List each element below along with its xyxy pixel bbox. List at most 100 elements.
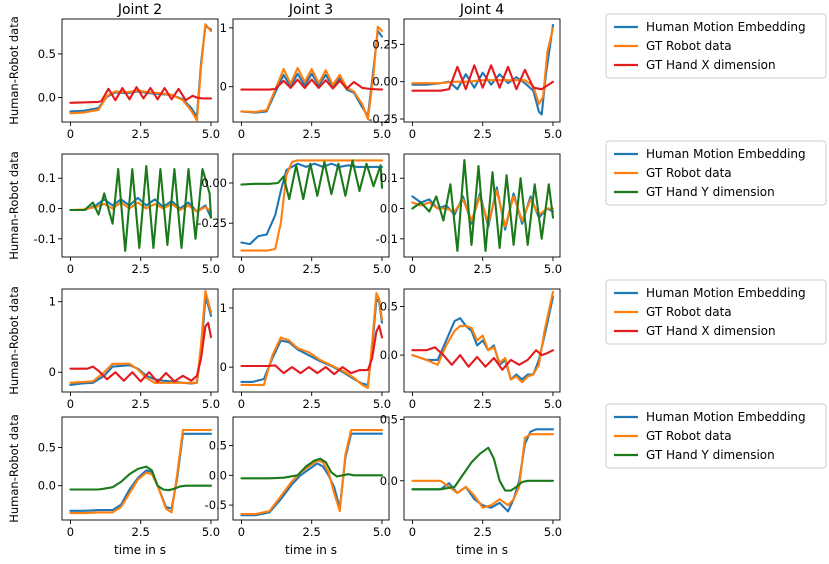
panel-r3-c3-ytick-label: 0.0 (380, 348, 398, 362)
panel-r1-c2-xtick-label: 2.5 (303, 127, 321, 141)
panel-r1-c1-title: Joint 2 (117, 2, 162, 18)
legend-row-2: Human Motion Embedding GT Robot data GT Ha… (606, 141, 826, 205)
panel-r1-c3-ytick-label: 0.25 (372, 37, 398, 51)
panel-r1-c1-xtick-label: 5.0 (202, 127, 220, 141)
panel-r4-c1-xtick-label: 2.5 (132, 525, 150, 539)
panel-r1-c3-xtick-label: 2.5 (474, 127, 492, 141)
panel-r1-c1-ylabel: Human-Robot data (7, 16, 21, 125)
panel-r3-c1-ytick-label: 1 (49, 295, 56, 309)
panel-r2-c3-xtick-label: 5.0 (544, 262, 562, 276)
panel-r2-c3-xtick-label: 0 (409, 262, 416, 276)
legend-row-4-label: Human Motion Embedding (646, 410, 806, 424)
panel-r3-c2: 0 2.5 5.0 0 1 (220, 289, 391, 411)
panel-r1-c1-ytick-label: 0.0 (38, 91, 56, 105)
legend-row-4-label: GT Hand Y dimension (646, 448, 775, 462)
panel-r4-c3-xtick-label: 2.5 (474, 525, 492, 539)
panel-r4-c1-ytick-label: 0.5 (38, 441, 56, 455)
panel-r3-c2-xtick-label: 5.0 (373, 397, 391, 411)
panel-r2-c2-xtick-label: 2.5 (303, 262, 321, 276)
panel-r2-c3-ytick-label: 0.0 (380, 202, 398, 216)
legend-row-4: Human Motion Embedding GT Robot data GT Ha… (606, 404, 826, 468)
panel-r1-c3-xtick-label: 5.0 (544, 127, 562, 141)
panel-r3-c1-ylabel: Human-Robot data (7, 286, 21, 395)
panel-r4-c2-xlabel: time in s (285, 543, 337, 557)
panel-r4-c2-ytick-label: 0.0 (209, 468, 227, 482)
panel-r2-c2-ytick-label: -0.25 (197, 216, 227, 230)
panel-r4-c3-ytick-label: 0.5 (380, 412, 398, 426)
legend-row-2-label: GT Robot data (646, 166, 732, 180)
panel-r1-c3-ytick-label: 0.00 (372, 75, 398, 89)
legend-row-1-label: Human Motion Embedding (646, 20, 806, 34)
legend-row-1-label: GT Robot data (646, 39, 732, 53)
panel-r1-c2-title: Joint 3 (288, 2, 333, 18)
panel-r2-c3-ytick-label: 0.1 (380, 171, 398, 185)
panel-r2-c2: 0 2.5 5.0 -0.25 0.00 (197, 154, 391, 276)
panel-r2-c1-ytick-label: 0.1 (38, 171, 56, 185)
panel-r4-c1-xlabel: time in s (114, 543, 166, 557)
panel-r1-c3-xtick-label: 0 (409, 127, 416, 141)
panel-r4-c1-ytick-label: 0.0 (38, 479, 56, 493)
panel-r1-c1: 0 2.5 5.0 0.0 0.5 Joint 2 Human-Robot data (7, 2, 220, 141)
panel-r4-c3-xlabel: time in s (456, 543, 508, 557)
panel-r1-c2-xtick-label: 5.0 (373, 127, 391, 141)
panel-r3-c1: 0 2.5 5.001Human-Robot data (7, 286, 220, 411)
panel-r1-c1-xtick-label: 0 (67, 127, 74, 141)
panel-r2-c1-ytick-label: -0.1 (34, 232, 56, 246)
legend-row-3: Human Motion Embedding GT Robot data GT Ha… (606, 280, 826, 344)
legend-row-3-label: GT Robot data (646, 305, 732, 319)
figure: 0 2.5 5.0 0.0 0.5 Joint 2 Human-Robot data 0 2.5… (0, 0, 829, 564)
panel-r4-c2-xtick-label: 5.0 (373, 525, 391, 539)
legend-row-4-label: GT Robot data (646, 429, 732, 443)
panel-r1-c1-ytick-label: 0.5 (38, 47, 56, 61)
panel-r3-c3-xtick-label: 0 (409, 397, 416, 411)
panel-r1-c1-frame (62, 19, 218, 122)
panel-r4-c3: 0 2.5 5.0 0.0 0.5 time in s (380, 412, 562, 557)
panel-r4-c1: 0 2.5 5.0 0.0 0.5 Human-Robot data time in s (7, 414, 220, 557)
panel-r2-c1-xtick-label: 5.0 (202, 262, 220, 276)
panel-r3-c3-xtick-label: 5.0 (544, 397, 562, 411)
panel-r1-c3-ytick-label: -0.25 (368, 112, 398, 126)
panel-r2-c1-ytick-label: 0.0 (38, 202, 56, 216)
panel-r4-c1-ylabel: Human-Robot data (7, 414, 21, 523)
legend-row-1: Human Motion Embedding GT Robot data GT Ha… (606, 14, 826, 78)
panel-r3-c1-xtick-label: 5.0 (202, 397, 220, 411)
panel-r4-c1-xtick-label: 5.0 (202, 525, 220, 539)
panel-r4-c3-ytick-label: 0.0 (380, 474, 398, 488)
panel-r3-c2-xtick-label: 0 (238, 397, 245, 411)
panel-r4-c3-xtick-label: 0 (409, 525, 416, 539)
panel-r2-c3-ytick-label: -0.1 (376, 232, 398, 246)
panel-r1-c2-xtick-label: 0 (238, 127, 245, 141)
panel-r4-c2-ytick-label: -0.5 (205, 498, 227, 512)
legend-row-3-label: GT Hand X dimension (646, 324, 776, 338)
panel-r3-c1-ytick-label: 0 (49, 365, 56, 379)
panel-r2-c1-xtick-label: 2.5 (132, 262, 150, 276)
panel-r1-c2-ytick-label: 0 (220, 80, 227, 94)
panel-r3-c1-xtick-label: 0 (67, 397, 74, 411)
panel-r4-c2-ytick-label: 0.5 (209, 439, 227, 453)
panel-r4-c2-xtick-label: 0 (238, 525, 245, 539)
panel-r1-c3-title: Joint 4 (459, 2, 504, 18)
panel-r1-c2: 0 2.5 5.0 0 1 Joint 3 (220, 2, 391, 141)
panel-r4-c3-xtick-label: 5.0 (544, 525, 562, 539)
panel-r2-c3-xtick-label: 2.5 (474, 262, 492, 276)
panel-r1-c1-xtick-label: 2.5 (132, 127, 150, 141)
panel-r2-c3: 0 2.5 5.0 -0.1 0.0 0.1 (376, 154, 563, 276)
panel-r3-c3-ytick-label: 0.5 (380, 299, 398, 313)
legend-row-2-label: Human Motion Embedding (646, 147, 806, 161)
panel-r2-c1-ylabel: Human-Robot data (7, 151, 21, 260)
panel-r4-c2: 0 2.5 5.0-0.50.00.5time in s (205, 417, 392, 557)
panel-r1-c2-ytick-label: 1 (220, 21, 227, 35)
panel-r2-c2-ytick-label: 0.00 (201, 176, 227, 190)
panel-r2-c2-xtick-label: 5.0 (373, 262, 391, 276)
panel-r3-c3-xtick-label: 2.5 (474, 397, 492, 411)
panel-r3-c2-ytick-label: 0 (220, 360, 227, 374)
panel-r3-c2-ytick-label: 1 (220, 301, 227, 315)
panel-r3-c2-frame (233, 289, 389, 392)
panel-r3-c2-xtick-label: 2.5 (303, 397, 321, 411)
panel-r2-c1-xtick-label: 0 (67, 262, 74, 276)
panel-r2-c1: 0 2.5 5.0 -0.1 0.0 0.1 Human-Robot data (7, 151, 220, 276)
panel-r2-c2-xtick-label: 0 (238, 262, 245, 276)
panel-r4-c1-xtick-label: 0 (67, 525, 74, 539)
legend-row-1-label: GT Hand X dimension (646, 58, 776, 72)
legend-row-3-label: Human Motion Embedding (646, 286, 806, 300)
